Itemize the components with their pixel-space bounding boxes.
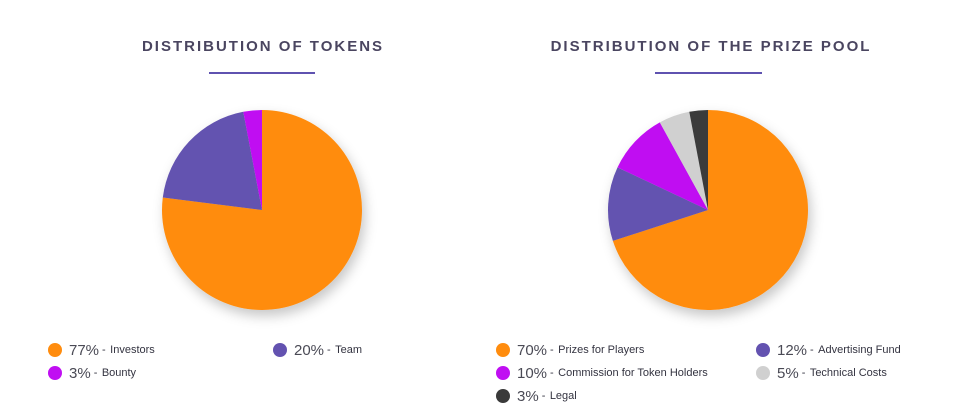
- legend-item-technical-costs: 5% - Technical Costs: [756, 363, 887, 383]
- legend-dot-icon: [496, 343, 510, 357]
- legend-separator: -: [102, 344, 106, 356]
- legend-tokens: 77% - Investors 20% - Team 3% - Bounty: [48, 340, 478, 420]
- pie-chart-prize-pool: [608, 110, 808, 310]
- legend-label: Legal: [549, 390, 577, 402]
- legend-separator: -: [550, 344, 554, 356]
- prize-pool-panel: DISTRIBUTION OF THE PRIZE POOL 70% - Pri…: [476, 0, 946, 420]
- legend-value: 77%: [69, 341, 100, 359]
- legend-label: Commission for Token Holders: [558, 367, 708, 379]
- legend-dot-icon: [496, 366, 510, 380]
- legend-label: Team: [335, 344, 363, 356]
- legend-value: 12%: [777, 341, 808, 359]
- legend-value: 3%: [69, 364, 91, 382]
- legend-separator: -: [541, 390, 546, 402]
- legend-item-team: 20% - Team: [273, 340, 362, 360]
- pie-slice-team: [162, 111, 262, 210]
- legend-separator: -: [327, 344, 331, 356]
- pie-slice-bounty: [243, 110, 262, 210]
- pie-slice-prizes-for-players: [612, 110, 808, 310]
- legend-value: 5%: [777, 364, 799, 382]
- pie-slice-commission-for-token-holders: [617, 122, 708, 210]
- legend-item-investors: 77% - Investors: [48, 340, 155, 360]
- legend-item-advertising-fund: 12% - Advertising Fund: [756, 340, 901, 360]
- pie-slice-legal: [689, 110, 708, 210]
- legend-label: Advertising Fund: [818, 344, 901, 356]
- chart-title-prize-pool: DISTRIBUTION OF THE PRIZE POOL: [550, 38, 872, 55]
- legend-separator: -: [801, 367, 806, 379]
- legend-separator: -: [550, 367, 554, 379]
- legend-item-legal: 3% - Legal: [496, 386, 577, 406]
- pie-slices: [608, 110, 808, 310]
- pie-slice-technical-costs: [659, 111, 708, 210]
- pie-slice-advertising-fund: [608, 167, 708, 241]
- legend-dot-icon: [756, 366, 770, 380]
- legend-value: 10%: [517, 364, 548, 382]
- legend-item-commission-for-token-holders: 10% - Commission for Token Holders: [496, 363, 708, 383]
- legend-dot-icon: [756, 343, 770, 357]
- title-underline: [209, 72, 315, 74]
- tokens-panel: DISTRIBUTION OF TOKENS 77% - Investors 2…: [28, 0, 498, 420]
- title-underline: [655, 72, 762, 74]
- legend-item-bounty: 3% - Bounty: [48, 363, 136, 383]
- legend-value: 3%: [517, 387, 539, 405]
- chart-title-tokens: DISTRIBUTION OF TOKENS: [141, 38, 385, 55]
- legend-dot-icon: [48, 343, 62, 357]
- legend-value: 20%: [294, 341, 325, 359]
- legend-value: 70%: [517, 341, 548, 359]
- legend-label: Prizes for Players: [558, 344, 645, 356]
- legend-separator: -: [810, 344, 814, 356]
- legend-label: Investors: [110, 344, 155, 356]
- pie-chart-tokens: [162, 110, 362, 310]
- legend-dot-icon: [496, 389, 510, 403]
- legend-dot-icon: [273, 343, 287, 357]
- legend-item-prizes-for-players: 70% - Prizes for Players: [496, 340, 644, 360]
- legend-dot-icon: [48, 366, 62, 380]
- legend-separator: -: [93, 367, 98, 379]
- legend-label: Technical Costs: [809, 367, 887, 379]
- legend-label: Bounty: [101, 367, 137, 379]
- pie-slices: [162, 110, 362, 310]
- legend-prize-pool: 70% - Prizes for Players 12% - Advertisi…: [496, 340, 926, 420]
